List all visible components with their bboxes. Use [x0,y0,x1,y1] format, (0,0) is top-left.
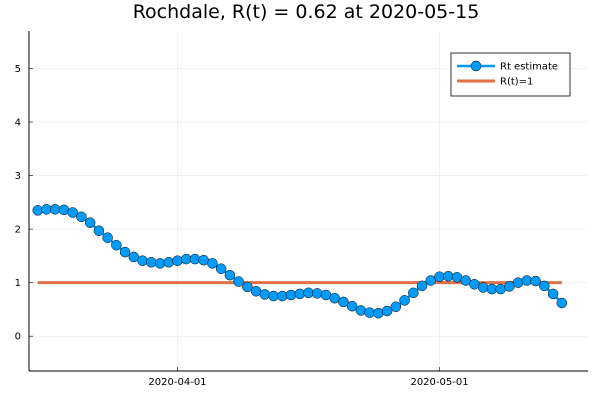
rt-point [207,258,218,269]
legend-swatch-marker [470,60,482,72]
rt-point [76,211,87,223]
rt-point [119,246,131,258]
x-tick-label: 2020-05-01 [410,377,468,388]
rt-point [364,307,375,318]
y-tick-label: 4 [15,118,21,129]
rt-point [338,296,349,308]
rt-point [233,276,244,287]
y-tick-label: 5 [15,64,21,75]
rt-point [259,289,271,300]
rt-point [329,292,340,304]
rt-point [416,280,428,292]
rt-point [381,305,393,317]
axes: 0 1 2 3 4 5 2020-04-01 2020-05-01 [15,31,588,388]
rt-point [311,288,323,299]
rt-point [277,290,288,302]
rt-point [294,288,306,300]
legend-label: Rt estimate [500,62,558,73]
rt-point [128,251,140,263]
rt-point [547,288,559,300]
rt-point [512,277,524,288]
rt-point [539,280,550,292]
rt-point [146,257,157,268]
legend-label: R(t)=1 [500,77,533,88]
rt-point [58,204,70,216]
rt-point [224,269,236,281]
y-tick-label: 2 [15,225,21,236]
rt-point [399,295,410,306]
rt-point [521,275,533,286]
rt-point [408,287,419,299]
rt-point [111,239,122,251]
rt-point [93,225,105,236]
y-tick-label: 3 [15,171,21,182]
rt-series-layer [32,204,568,319]
legend-box [450,52,571,97]
rt-point [425,275,437,286]
rt-point [477,282,489,293]
rt-point [49,204,61,215]
rt-point [285,289,297,301]
rt-point [84,217,96,228]
rt-point [373,307,384,319]
rt-point [495,283,506,295]
rt-point [355,305,367,316]
y-tick-label: 1 [15,278,21,289]
rt-point [154,258,166,269]
rt-point [67,207,78,218]
rt-point [102,232,113,243]
rt-point [303,287,314,299]
rt-point [215,263,227,274]
rt-point [172,255,183,266]
rt-point [434,271,445,283]
rt-point [556,297,568,309]
rt-point [163,257,174,268]
rt-point [460,275,471,286]
rt-point [189,253,201,265]
rt-point [137,255,148,266]
legend: Rt estimate R(t)=1 [450,52,571,97]
rt-point [504,281,515,292]
y-tick-label: 0 [15,332,21,343]
rt-point [390,301,402,312]
rt-point [242,281,253,293]
rt-point [443,270,454,282]
rt-point [32,205,43,216]
chart-title: Rochdale, R(t) = 0.62 at 2020-05-15 [133,1,480,23]
x-tick-label: 2020-04-01 [148,377,206,388]
rt-point [346,300,358,312]
rt-point [530,275,541,287]
